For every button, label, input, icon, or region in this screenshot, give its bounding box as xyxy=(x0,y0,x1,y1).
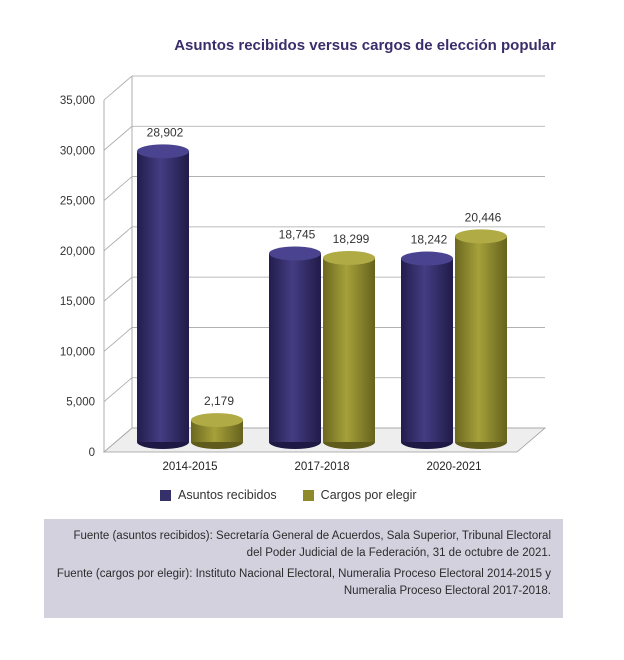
chart-title: Asuntos recibidos versus cargos de elecc… xyxy=(174,37,556,54)
gridline-side xyxy=(103,226,133,252)
bar-top xyxy=(191,413,243,428)
gridline-side xyxy=(103,176,133,201)
bar-body xyxy=(455,236,507,442)
bar xyxy=(137,144,189,449)
bar xyxy=(323,250,375,449)
gridline-side xyxy=(103,377,133,403)
gridline-side xyxy=(103,125,133,151)
bar xyxy=(269,246,321,449)
bar-top xyxy=(323,250,375,265)
data-label: 18,299 xyxy=(333,232,370,246)
data-label: 20,446 xyxy=(465,210,502,224)
bar xyxy=(191,413,243,449)
source-line-cargos: Fuente (cargos por elegir): Instituto Na… xyxy=(56,568,551,597)
data-label: 18,745 xyxy=(279,227,316,241)
bar-top xyxy=(455,229,507,244)
bar-body xyxy=(137,151,189,442)
y-tick-label: 15,000 xyxy=(60,296,95,308)
bar xyxy=(455,229,507,449)
y-tick-label: 35,000 xyxy=(60,95,95,107)
legend-item-cargos: Cargos por elegir xyxy=(302,488,417,502)
data-label: 18,242 xyxy=(411,233,448,247)
y-tick-label: 20,000 xyxy=(60,246,95,258)
legend-label-cargos: Cargos por elegir xyxy=(320,488,417,502)
gridline-side xyxy=(103,327,133,352)
bar-body xyxy=(401,258,453,442)
legend-item-asuntos: Asuntos recibidos xyxy=(160,488,277,502)
legend-label-asuntos: Asuntos recibidos xyxy=(178,488,277,502)
legend-swatch-asuntos xyxy=(160,489,171,501)
gridline-side xyxy=(103,427,133,453)
y-tick-label: 30,000 xyxy=(60,145,95,157)
y-tick-label: 10,000 xyxy=(60,346,95,358)
source-note: Fuente (asuntos recibidos): Secretaría G… xyxy=(44,519,563,618)
chart-legend: Asuntos recibidos Cargos por elegir xyxy=(160,488,417,502)
bar-top xyxy=(401,251,453,266)
x-tick-label: 2017-2018 xyxy=(295,461,350,473)
data-label: 2,179 xyxy=(204,394,234,408)
bar xyxy=(401,251,453,449)
gridline-side xyxy=(103,75,133,101)
bar-top xyxy=(137,144,189,159)
y-tick-label: 0 xyxy=(89,447,95,459)
gridline-side xyxy=(103,276,133,302)
bar-body xyxy=(269,253,321,442)
bar-top xyxy=(269,246,321,261)
bar-chart: Asuntos recibidos versus cargos de elecc… xyxy=(60,37,556,473)
y-tick-label: 5,000 xyxy=(66,397,95,409)
data-label: 28,902 xyxy=(147,125,184,139)
legend-swatch-cargos xyxy=(302,489,314,501)
x-tick-label: 2020-2021 xyxy=(427,461,482,473)
source-line-asuntos: Fuente (asuntos recibidos): Secretaría G… xyxy=(73,530,551,559)
x-tick-label: 2014-2015 xyxy=(163,461,218,473)
bar-body xyxy=(323,257,375,442)
y-tick-label: 25,000 xyxy=(60,196,95,208)
